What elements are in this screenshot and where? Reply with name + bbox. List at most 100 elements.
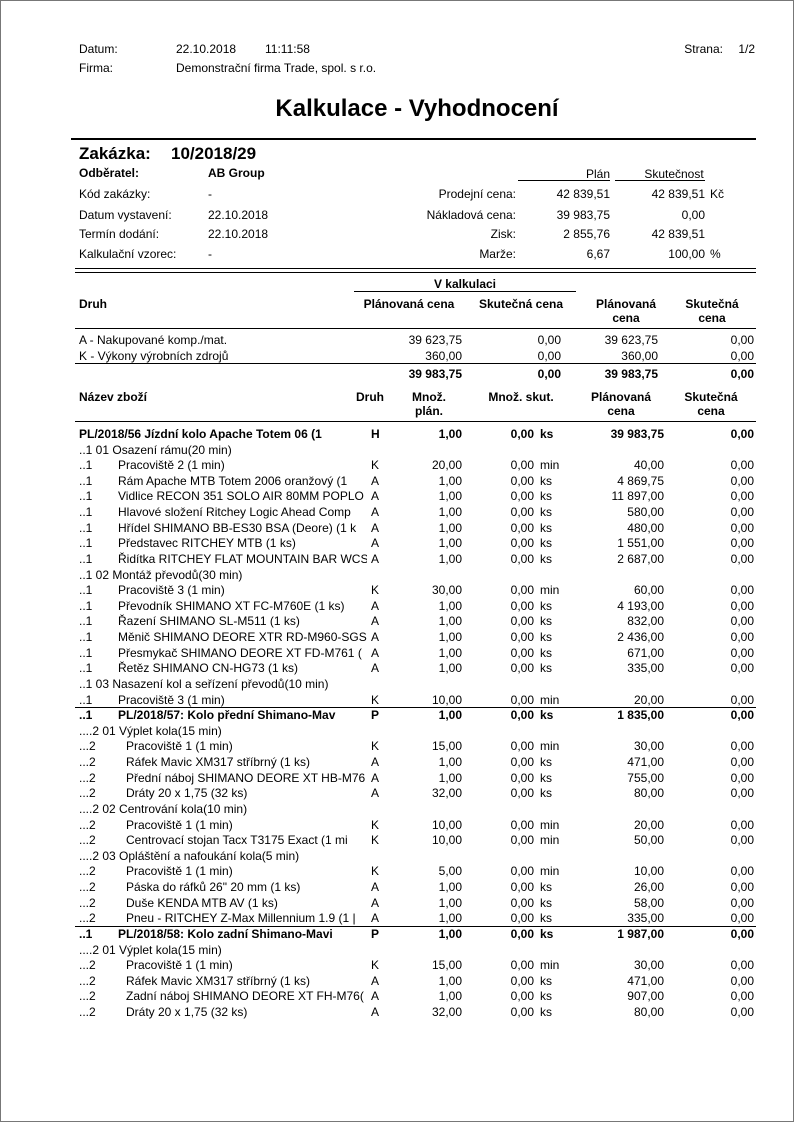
label: Datum vystavení:: [79, 208, 172, 222]
price-actual: 0,00: [730, 755, 754, 770]
qty-actual: 0,00: [510, 598, 534, 613]
rule: [71, 138, 756, 140]
level: ..1: [79, 520, 93, 535]
level: ...2: [79, 817, 96, 832]
price-plan: 471,00: [627, 973, 664, 988]
price-plan: 10,00: [633, 864, 664, 879]
label: Marže:: [479, 247, 516, 261]
unit: Kč: [710, 187, 725, 201]
qty-plan: 1,00: [438, 973, 462, 988]
item-name: Ráfek Mavic XM317 stříbrný (1 ks): [126, 755, 311, 770]
level: ..1: [79, 505, 93, 520]
rule: [75, 421, 756, 422]
price-actual: 0,00: [730, 973, 754, 988]
qty-actual: 0,00: [510, 661, 534, 676]
price-actual: 0,00: [730, 505, 754, 520]
level: ...2: [79, 911, 96, 926]
price-actual: 0,00: [730, 598, 754, 613]
rule: [75, 926, 756, 927]
type: P: [371, 926, 380, 941]
qty-plan: 15,00: [431, 739, 462, 754]
price-actual: 0,00: [730, 926, 754, 941]
value: 360,00: [425, 349, 462, 363]
value: 22.10.2018: [208, 227, 269, 241]
qty-plan: 1,00: [438, 661, 462, 676]
item-name: Hlavové složení Ritchey Logic Ahead Comp: [118, 505, 351, 520]
price-actual: 0,00: [730, 817, 754, 832]
price-actual: 0,00: [730, 630, 754, 645]
price-plan: 471,00: [627, 755, 664, 770]
unit: ks: [540, 911, 552, 926]
value: 6,67: [586, 247, 610, 261]
unit: ks: [540, 614, 552, 629]
price-plan: 80,00: [633, 1005, 664, 1019]
type: A: [371, 614, 380, 629]
price-actual: 0,00: [730, 739, 754, 754]
value: AB Group: [208, 166, 265, 180]
item-name: Dráty 20 x 1,75 (32 ks): [126, 786, 248, 801]
price-plan: 480,00: [627, 520, 664, 535]
unit: ks: [540, 473, 552, 488]
label: Kód zakázky:: [79, 187, 151, 201]
type: A: [371, 645, 380, 660]
title: Kalkulace - Vyhodnocení: [275, 95, 559, 122]
qty-actual: 0,00: [510, 755, 534, 770]
price-plan: 26,00: [633, 880, 664, 895]
price-plan: 1 987,00: [617, 926, 664, 941]
level: ...2: [79, 895, 96, 910]
item-name: Ráfek Mavic XM317 stříbrný (1 ks): [126, 973, 311, 988]
total: 39 983,75: [408, 367, 462, 381]
price-plan: 30,00: [633, 739, 664, 754]
qty-plan: 10,00: [431, 833, 462, 848]
order-number: 10/2018/29: [171, 143, 257, 163]
level: ..1: [79, 458, 93, 473]
rule: [75, 272, 756, 273]
price-plan: 58,00: [633, 895, 664, 910]
price-actual: 0,00: [730, 833, 754, 848]
unit: ks: [540, 926, 554, 941]
qty-plan: 1,00: [438, 551, 462, 566]
level: ...2: [79, 755, 96, 770]
item-name: Centrovací stojan Tacx T3175 Exact (1 mi: [126, 833, 348, 848]
price-plan: 2 687,00: [617, 551, 664, 566]
price-actual: 0,00: [730, 880, 754, 895]
price-plan: 50,00: [633, 833, 664, 848]
unit: ks: [540, 755, 552, 770]
item-name: Řazení SHIMANO SL-M511 (1 ks): [118, 614, 300, 629]
type: A: [371, 989, 380, 1004]
type: A: [371, 895, 380, 910]
level: ...2: [79, 864, 96, 879]
rule: [615, 180, 705, 181]
price-actual: 0,00: [730, 583, 754, 598]
value: 0,00: [681, 208, 705, 222]
price-plan: 671,00: [627, 645, 664, 660]
qty-plan: 1,00: [438, 911, 462, 926]
value: 0,00: [730, 349, 754, 363]
qty-plan: 1,00: [438, 770, 462, 785]
item-name: PL/2018/56 Jízdní kolo Apache Totem 06 (…: [79, 427, 322, 441]
unit: ks: [540, 505, 552, 520]
level: ...2: [79, 786, 96, 801]
price-actual: 0,00: [730, 427, 754, 441]
level: ..1: [79, 598, 93, 613]
item-name: Páska do ráfků 26" 20 mm (1 ks): [126, 880, 301, 895]
unit: min: [540, 864, 560, 879]
price-actual: 0,00: [730, 520, 754, 535]
qty-plan: 1,00: [438, 520, 462, 535]
level: ..1: [79, 551, 93, 566]
column-header: Plánovaná cena: [363, 297, 455, 311]
price-plan: 11 897,00: [611, 489, 665, 504]
label: Prodejní cena:: [438, 187, 516, 201]
qty-actual: 0,00: [510, 645, 534, 660]
qty-plan: 10,00: [431, 817, 462, 832]
level: ..1: [79, 708, 93, 723]
label: Firma:: [79, 61, 113, 75]
item-name: Hřídel SHIMANO BB-ES30 BSA (Deore) (1 k: [118, 520, 357, 535]
item-name: Převodník SHIMANO XT FC-M760E (1 ks): [118, 598, 345, 613]
value: 360,00: [621, 349, 658, 363]
type: A: [371, 536, 380, 551]
item-name: Přední náboj SHIMANO DEORE XT HB-M76: [126, 770, 366, 785]
unit: min: [540, 833, 560, 848]
category: K - Výkony výrobních zdrojů: [79, 349, 229, 363]
level: ..1: [79, 661, 93, 676]
